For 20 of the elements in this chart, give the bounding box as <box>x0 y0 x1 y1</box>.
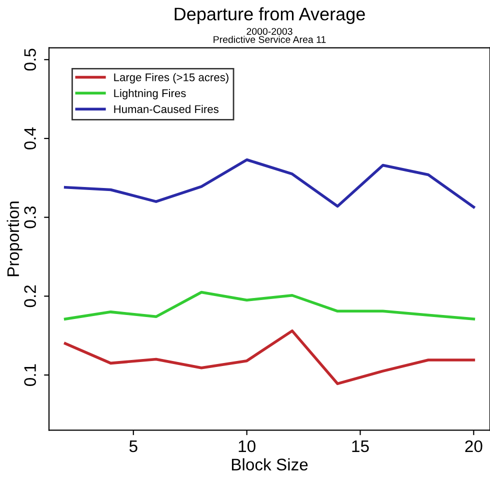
legend-label: Human-Caused Fires <box>114 104 218 114</box>
chart-subtitle: 2000-2003 <box>246 28 292 35</box>
y-tick-label: 0.1 <box>24 364 36 386</box>
x-tick-label: 10 <box>238 440 256 452</box>
x-axis-title: Block Size <box>232 458 308 470</box>
y-axis-title: Proportion <box>6 202 22 276</box>
y-tick-label: 0.5 <box>24 48 36 71</box>
y-tick-label: 0.3 <box>24 206 36 228</box>
line-series <box>64 290 476 320</box>
line-series <box>64 329 476 386</box>
line-series <box>64 158 476 208</box>
y-tick-label: 0.4 <box>24 127 36 150</box>
x-tick-label: 5 <box>129 440 138 452</box>
legend-label: Large Fires (>15 acres) <box>114 73 228 84</box>
chart-title: Departure from Average <box>174 7 365 24</box>
legend-label: Lightning Fires <box>114 89 186 100</box>
text: Predictive Service Area 11 <box>214 36 326 43</box>
x-tick-label: 20 <box>465 440 482 452</box>
x-tick-label: 15 <box>352 440 369 452</box>
y-tick-label: 0.2 <box>24 285 36 308</box>
